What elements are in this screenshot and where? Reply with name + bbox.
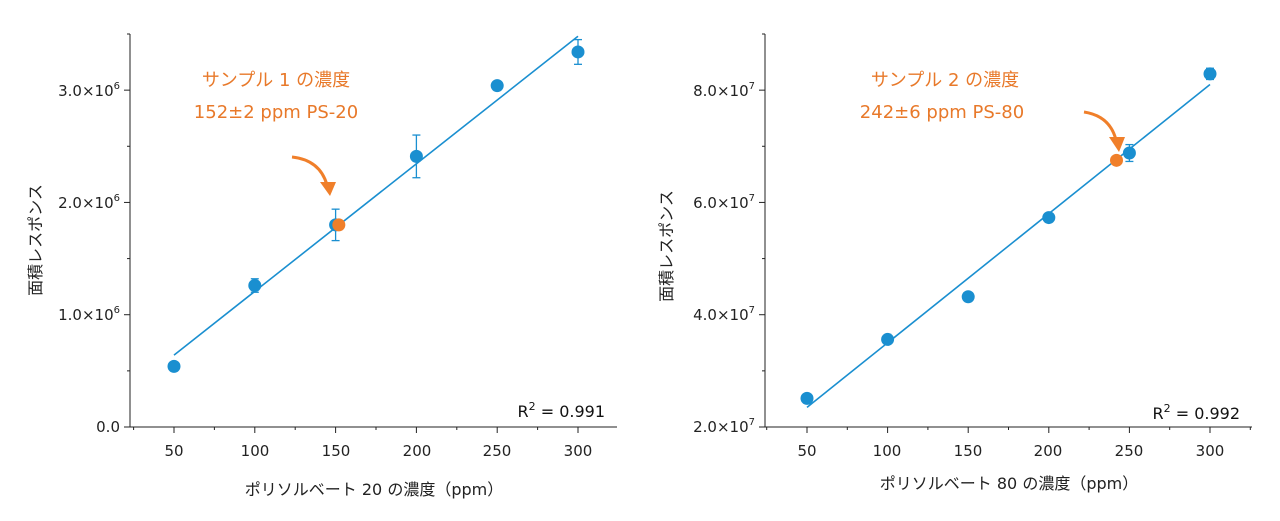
right-y-ticks (759, 33, 765, 428)
right-x-tick-label: 200 (1034, 442, 1063, 460)
left-data-point (409, 149, 423, 163)
right-annotation-arrow-icon (1083, 110, 1125, 152)
right-plot-area (800, 67, 1217, 408)
right-annotation-line2: 242±6 ppm PS-80 (860, 102, 1024, 123)
left-x-tick-label: 250 (483, 442, 512, 460)
left-r-squared: R2 = 0.991 (517, 400, 605, 421)
right-data-point (881, 332, 895, 346)
chart-left: 0.0 1.0×106 2.0×106 3.0×106 50 100 150 2… (26, 33, 617, 499)
right-data-point (961, 290, 975, 304)
right-x-tick-label: 300 (1196, 442, 1225, 460)
left-data-point (167, 359, 181, 373)
right-y-axis-title: 面積レスポンス (657, 190, 676, 302)
left-annotation-line2: 152±2 ppm PS-20 (194, 102, 358, 123)
right-fit-line (806, 83, 1211, 408)
right-y-tick-label: 6.0×107 (693, 193, 755, 212)
left-x-tick-label: 200 (403, 442, 432, 460)
left-annotation-line1: サンプル 1 の濃度 (202, 70, 350, 91)
left-data-point (571, 45, 585, 59)
right-x-ticks (766, 427, 1251, 433)
right-data-point (1122, 146, 1136, 160)
right-sample-point (1110, 153, 1124, 167)
right-x-tick-label: 150 (954, 442, 983, 460)
right-y-tick-label: 4.0×107 (693, 305, 755, 324)
left-y-tick-label: 1.0×106 (58, 305, 120, 324)
left-x-tick-label: 300 (564, 442, 593, 460)
right-x-tick-label: 250 (1115, 442, 1144, 460)
left-data-point (490, 79, 504, 93)
left-y-ticks (124, 33, 130, 428)
left-annotation-arrow-icon (291, 155, 336, 196)
left-y-tick-label: 3.0×106 (58, 81, 120, 100)
left-y-axis-title: 面積レスポンス (26, 184, 45, 296)
right-data-point (1042, 211, 1056, 225)
left-sample-point (332, 218, 346, 232)
right-x-tick-label: 50 (797, 442, 816, 460)
right-data-point (800, 391, 814, 405)
right-r-squared: R2 = 0.992 (1152, 402, 1240, 423)
right-y-tick-label: 8.0×107 (693, 81, 755, 100)
right-annotation-line1: サンプル 2 の濃度 (871, 70, 1019, 91)
left-plot-area (167, 35, 585, 373)
right-y-tick-label: 2.0×107 (693, 417, 755, 436)
chart-right: 2.0×107 4.0×107 6.0×107 8.0×107 50 100 1… (657, 33, 1252, 493)
left-x-tick-label: 50 (164, 442, 183, 460)
left-x-tick-label: 100 (241, 442, 270, 460)
left-x-ticks (133, 427, 579, 433)
left-x-axis-title: ポリソルベート 20 の濃度（ppm） (245, 480, 503, 499)
right-x-tick-label: 100 (873, 442, 902, 460)
left-x-tick-label: 150 (322, 442, 351, 460)
left-y-tick-label: 2.0×106 (58, 193, 120, 212)
right-data-point (1203, 67, 1217, 81)
left-data-point (248, 279, 262, 293)
right-x-axis-title: ポリソルベート 80 の濃度（ppm） (880, 474, 1138, 493)
left-fit-line (173, 35, 579, 356)
left-y-tick-label: 0.0 (96, 418, 120, 436)
